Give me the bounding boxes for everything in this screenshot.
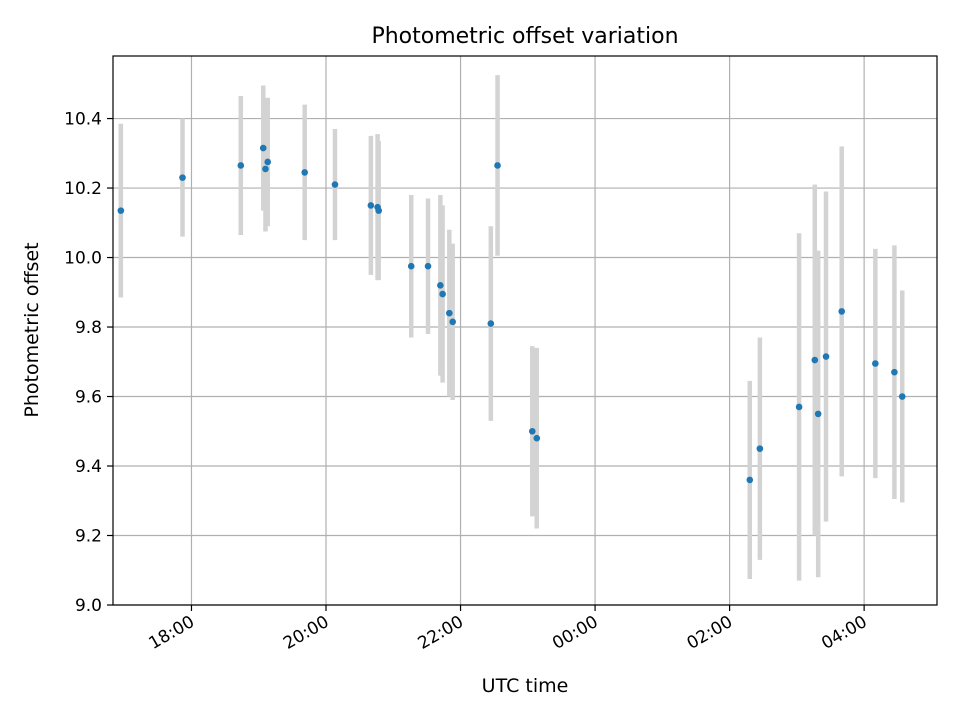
y-tick-label: 10.2 [64,179,102,199]
data-point [811,356,819,364]
y-tick-label: 9.0 [75,596,102,616]
data-point [331,181,339,188]
data-point [179,174,186,181]
data-point [891,368,898,376]
data-point [424,262,432,270]
grid-lines [113,56,937,606]
data-point [301,169,309,176]
data-point [117,207,125,214]
data-point [814,410,822,418]
y-tick-label: 9.8 [75,318,102,338]
y-tick-label: 9.6 [75,388,102,408]
plot-frame [112,55,938,606]
data-point [446,309,453,317]
data-point [872,360,879,367]
data-point [367,202,375,209]
data-point [822,353,830,360]
data-point [487,320,495,327]
data-point [746,476,754,484]
data-point [898,393,906,400]
data-point [838,308,846,315]
y-axis-label: Photometric offset [21,242,43,417]
data-point [449,318,456,326]
y-tick-label: 9.2 [75,527,102,547]
data-point [237,162,245,169]
data-point [533,434,541,442]
data-point [528,427,536,435]
data-point [756,445,764,452]
data-point [262,165,269,173]
data-point [375,207,382,214]
x-axis-label: UTC time [482,675,569,697]
data-point [437,282,444,289]
data-points [117,144,906,484]
data-point [494,162,501,169]
data-point [264,158,272,166]
data-point [795,403,803,411]
y-tick-label: 10.0 [64,249,102,269]
data-point [407,262,415,270]
y-tick-label: 10.4 [64,110,102,130]
data-point [439,290,446,298]
data-point [259,144,267,152]
y-tick-label: 9.4 [75,457,102,477]
chart-title: Photometric offset variation [371,24,678,49]
